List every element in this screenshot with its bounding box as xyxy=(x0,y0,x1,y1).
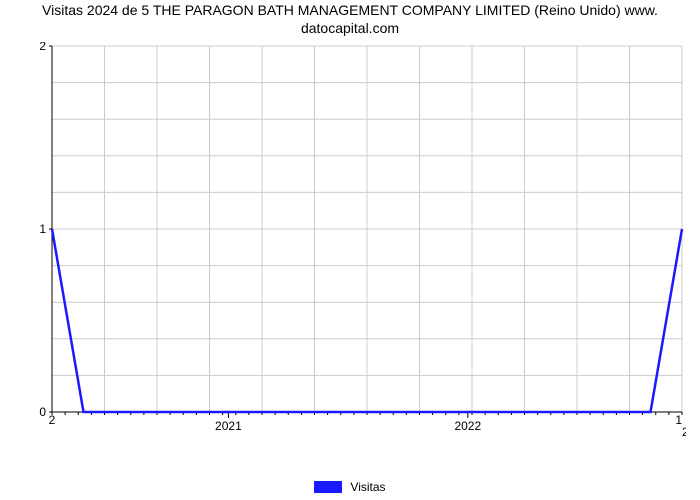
svg-text:1: 1 xyxy=(39,222,46,236)
svg-text:2021: 2021 xyxy=(215,419,242,433)
chart-title-line1: Visitas 2024 de 5 THE PARAGON BATH MANAG… xyxy=(42,2,658,18)
legend-label: Visitas xyxy=(350,480,385,494)
legend-swatch xyxy=(314,481,342,493)
plot-area: 0122021202221202 xyxy=(38,42,686,440)
chart-container: Visitas 2024 de 5 THE PARAGON BATH MANAG… xyxy=(0,0,700,500)
chart-title: Visitas 2024 de 5 THE PARAGON BATH MANAG… xyxy=(0,2,700,37)
svg-text:2: 2 xyxy=(39,42,46,53)
chart-svg: 0122021202221202 xyxy=(38,42,686,440)
chart-title-line2: datocapital.com xyxy=(301,20,399,36)
legend: Visitas xyxy=(0,480,700,494)
svg-text:0: 0 xyxy=(39,405,46,419)
svg-text:2: 2 xyxy=(49,413,56,427)
svg-text:202: 202 xyxy=(682,425,686,439)
svg-text:2022: 2022 xyxy=(454,419,481,433)
